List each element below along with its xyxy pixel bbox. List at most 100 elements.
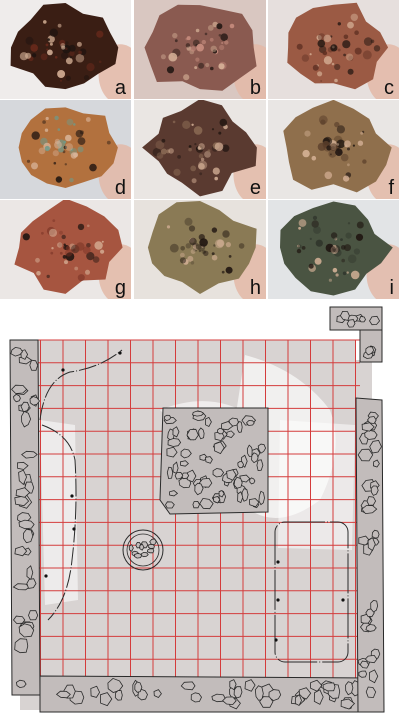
stone — [14, 545, 28, 557]
stone — [26, 578, 37, 589]
stone — [229, 679, 237, 691]
stone — [367, 537, 376, 552]
stone — [340, 698, 356, 710]
stone — [217, 427, 225, 435]
stone — [313, 689, 324, 705]
photo-label-h: h — [249, 277, 261, 299]
stone — [199, 497, 214, 510]
stone — [18, 469, 28, 486]
boundary-line — [39, 349, 123, 421]
stone — [114, 690, 123, 701]
stone — [12, 583, 31, 591]
stone — [218, 490, 225, 498]
photo-grid: a b c d e f g h i — [0, 0, 400, 300]
photo-tile-h: h — [134, 200, 266, 299]
stone — [29, 359, 39, 371]
stone — [20, 401, 30, 413]
excavation-plan — [9, 306, 385, 713]
stone — [369, 440, 382, 454]
boundary-line — [41, 424, 77, 621]
rock-sample-image — [0, 100, 131, 199]
stone — [198, 427, 205, 440]
photo-tile-g: g — [0, 200, 131, 299]
survey-point — [276, 560, 280, 564]
stone — [153, 689, 162, 698]
stone — [139, 543, 145, 551]
stone — [358, 670, 368, 678]
stone — [294, 694, 302, 707]
rock-sample-image — [134, 0, 266, 99]
stone — [179, 460, 189, 467]
stone — [249, 477, 256, 485]
stone — [205, 416, 212, 428]
stone — [12, 615, 26, 624]
stone — [167, 438, 182, 447]
rock-sample-image — [134, 100, 266, 199]
stone — [245, 420, 255, 426]
stone — [13, 393, 21, 403]
stone — [165, 501, 175, 509]
stone — [370, 485, 379, 496]
stone — [146, 548, 155, 554]
stone — [14, 638, 29, 654]
stone — [163, 414, 172, 422]
stone — [21, 410, 32, 428]
stone — [205, 456, 213, 464]
stone — [192, 500, 200, 509]
stone — [18, 623, 35, 638]
rock-sample-image — [268, 0, 399, 99]
photo-label-b: b — [249, 77, 261, 99]
rock-sample-image — [268, 200, 399, 299]
stone — [366, 496, 377, 506]
survey-point — [341, 598, 345, 602]
survey-point — [118, 351, 122, 355]
stone — [371, 529, 380, 539]
stone — [322, 682, 336, 692]
survey-point — [44, 574, 48, 578]
stone — [233, 686, 243, 699]
stone — [361, 505, 378, 515]
stone — [366, 416, 377, 425]
stone — [365, 346, 375, 356]
stone — [372, 459, 380, 468]
stone — [268, 689, 282, 702]
stone — [55, 690, 71, 699]
hearth-ring — [122, 529, 164, 571]
survey-point — [274, 638, 278, 642]
photo-tile-i: i — [268, 200, 399, 299]
cut-feature — [40, 420, 78, 605]
survey-point — [72, 527, 76, 531]
stone — [233, 476, 243, 489]
photo-tile-e: e — [134, 100, 266, 199]
photo-label-d: d — [114, 177, 126, 199]
stone — [186, 428, 199, 441]
stone — [18, 519, 35, 530]
stone — [258, 490, 265, 506]
stone — [244, 679, 256, 692]
rock-sample-image — [0, 200, 131, 299]
stone — [256, 459, 264, 472]
stone — [369, 315, 381, 326]
stone — [259, 696, 274, 708]
stone — [180, 448, 192, 459]
stone — [147, 543, 155, 549]
stone — [364, 429, 378, 440]
stone — [345, 681, 354, 696]
stone — [212, 496, 221, 504]
stone — [257, 443, 267, 454]
stone — [140, 551, 149, 558]
stone — [21, 450, 38, 459]
stone — [298, 687, 312, 700]
stone — [370, 599, 379, 613]
stone — [213, 441, 225, 455]
stone — [29, 396, 41, 406]
stone — [346, 319, 356, 328]
stone — [364, 654, 378, 664]
wall-south — [39, 675, 375, 713]
stone — [26, 565, 34, 581]
stone — [241, 488, 249, 502]
stone — [212, 468, 225, 478]
photo-label-a: a — [114, 77, 126, 99]
rock-sample-image — [0, 0, 131, 99]
stone — [174, 471, 184, 480]
